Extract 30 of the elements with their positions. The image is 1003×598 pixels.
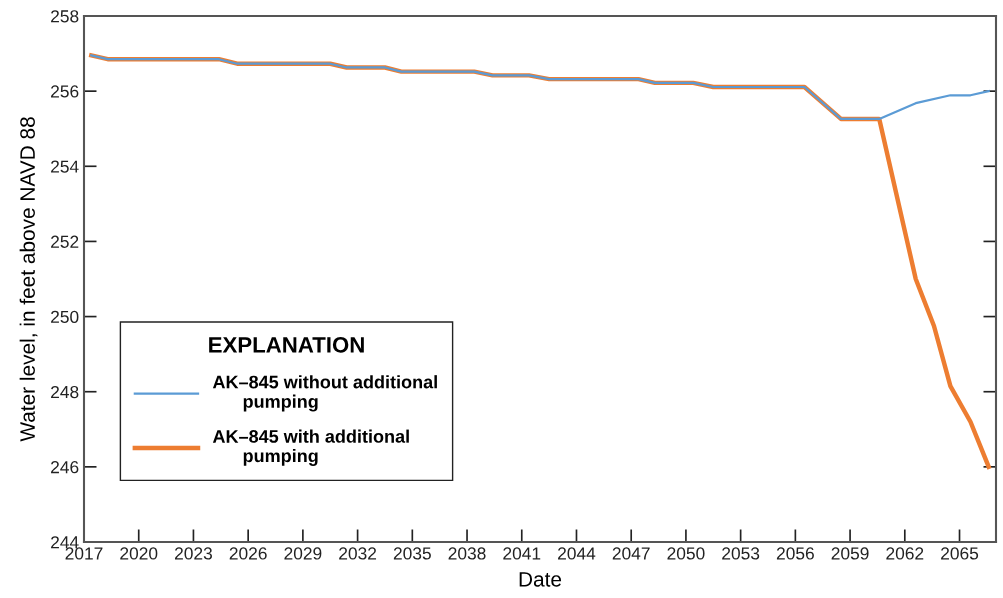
- x-tick-label: 2044: [558, 547, 596, 560]
- legend-title: EXPLANATION: [209, 336, 364, 353]
- legend-label: AK–845 with additional pumping: [212, 429, 409, 466]
- x-tick-label: 2020: [120, 547, 158, 560]
- x-tick-label: 2038: [448, 547, 486, 560]
- y-tick-label: 246: [51, 461, 79, 474]
- x-tick-label: 2032: [339, 547, 377, 560]
- y-tick-label: 250: [51, 310, 79, 324]
- x-tick-label: 2047: [612, 547, 650, 560]
- x-tick-label: 2059: [831, 547, 869, 560]
- x-tick-label: 2035: [393, 547, 431, 560]
- y-tick-label: 244: [51, 536, 79, 549]
- x-tick-label: 2029: [284, 547, 322, 560]
- y-tick-label: 254: [51, 160, 79, 173]
- y-tick-label: 248: [51, 385, 79, 399]
- x-tick-label: 2041: [503, 547, 541, 560]
- y-tick-label: 252: [51, 235, 79, 248]
- y-axis-title: Water level, in feet above NAVD 88: [19, 117, 38, 442]
- x-tick-label: 2065: [941, 547, 979, 560]
- y-tick-label: 256: [51, 85, 79, 98]
- x-tick-label: 2062: [886, 547, 924, 560]
- x-tick-label: 2056: [776, 547, 814, 560]
- x-tick-label: 2026: [229, 547, 267, 560]
- x-tick-label: 2050: [667, 547, 705, 560]
- x-tick-label: 2053: [722, 547, 760, 560]
- x-axis-title: Date: [519, 572, 562, 587]
- y-tick-label: 258: [51, 10, 79, 23]
- legend-label: AK–845 without additional pumping: [212, 375, 437, 412]
- x-tick-label: 2017: [65, 547, 103, 560]
- x-tick-label: 2023: [175, 547, 212, 560]
